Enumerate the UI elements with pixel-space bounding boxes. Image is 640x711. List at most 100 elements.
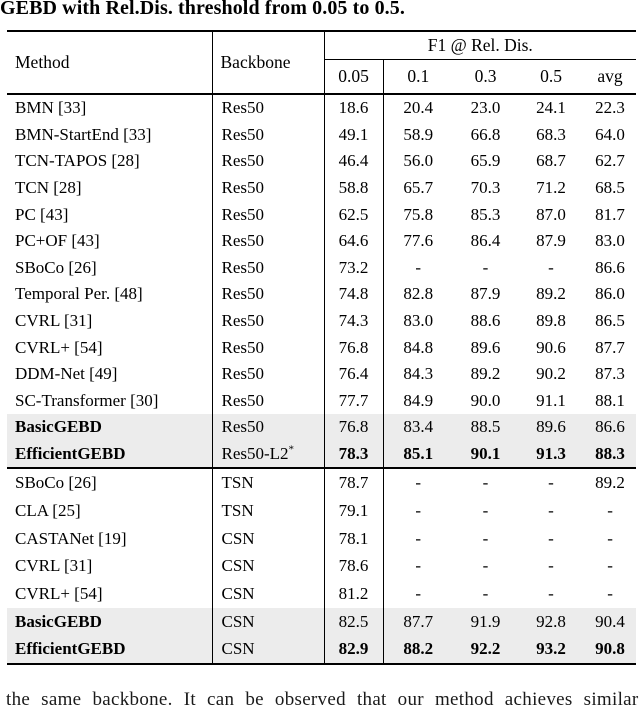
- value-cell-avg: 68.5: [595, 178, 625, 198]
- method-cell: SBoCo [26]: [7, 254, 213, 282]
- value-cell-0.05: 78.7: [324, 467, 384, 497]
- backbone-cell: CSN: [212, 524, 325, 553]
- method-cell: CVRL+ [54]: [7, 580, 213, 608]
- value-cell-avg: 87.7: [595, 337, 625, 357]
- value-cell-0.5: 91.3: [518, 440, 584, 469]
- backbone-cell: Res50: [212, 94, 325, 122]
- backbone-cell: TSN: [212, 497, 325, 525]
- value-cell-0.5: 68.7: [536, 151, 566, 171]
- value-cell-0.1: 82.8: [403, 284, 434, 304]
- value-cell-0.1: -: [383, 467, 453, 497]
- backbone-cell: CSN: [212, 580, 325, 608]
- table-row: TCN [28] Res50 58.8 65.7 70.3 71.2 68.5: [7, 174, 636, 202]
- table-row: BasicGEBD Res50 76.8 83.4 88.5 89.6 86.6: [7, 414, 637, 441]
- value-cell-0.5: -: [548, 556, 554, 576]
- column-header-avg: avg: [597, 66, 623, 86]
- value-cell-0.5: -: [548, 500, 554, 520]
- method-cell: PC [43]: [7, 201, 213, 228]
- value-cell-0.3: -: [482, 528, 489, 548]
- value-cell-0.05: 64.6: [324, 227, 384, 255]
- method-cell: CVRL [31]: [7, 307, 213, 335]
- value-cell-0.5: 89.8: [536, 311, 566, 331]
- method-cell: CLA [25]: [7, 497, 213, 525]
- value-cell-0.1: 85.1: [383, 440, 453, 469]
- value-cell-0.05: 82.9: [324, 635, 384, 665]
- value-cell-0.05: 78.1: [324, 524, 384, 553]
- value-cell-0.05: 74.8: [324, 281, 384, 308]
- value-cell-avg: 90.8: [584, 635, 637, 665]
- value-cell-0.05: 62.5: [324, 201, 384, 228]
- value-cell-0.3: -: [482, 556, 489, 576]
- value-cell-0.05: 76.8: [324, 414, 384, 441]
- value-cell-0.5: 93.2: [518, 635, 584, 665]
- backbone-cell: CSN: [212, 635, 325, 665]
- value-cell-0.1: 84.8: [403, 337, 434, 357]
- value-cell-0.5: 89.2: [536, 284, 566, 304]
- backbone-cell: CSN: [212, 552, 325, 581]
- value-cell-0.1: 58.9: [403, 124, 434, 144]
- backbone-cell: CSN: [212, 607, 325, 636]
- value-cell-0.05: 78.6: [324, 552, 384, 581]
- table-row: CVRL [31] Res50 74.3 83.0 88.6 89.8 86.5: [7, 307, 636, 335]
- value-cell-0.1: 87.7: [383, 607, 453, 636]
- backbone-cell: Res50: [212, 360, 325, 388]
- column-group-header-f1: F1 @ Rel. Dis.: [324, 31, 637, 60]
- value-cell-avg: -: [607, 583, 613, 603]
- value-cell-0.1: -: [415, 257, 422, 277]
- value-cell-0.05: 78.3: [324, 440, 384, 469]
- value-cell-avg: 88.3: [584, 440, 637, 469]
- value-cell-avg: 22.3: [595, 98, 625, 118]
- value-cell-0.5: 71.2: [536, 178, 566, 198]
- value-cell-avg: 86.6: [584, 414, 637, 441]
- backbone-cell: Res50: [212, 387, 325, 415]
- value-cell-avg: 90.4: [584, 607, 637, 636]
- method-cell: CASTANet [19]: [7, 524, 213, 553]
- value-cell-0.5: 87.9: [536, 231, 566, 251]
- column-header-0.1: 0.1: [407, 66, 430, 86]
- value-cell-0.1: -: [415, 528, 422, 548]
- column-header-backbone: Backbone: [212, 31, 325, 94]
- value-cell-0.05: 76.4: [324, 360, 384, 388]
- column-header-0.3: 0.3: [474, 66, 497, 86]
- backbone-cell: Res50: [212, 307, 325, 335]
- method-cell: BasicGEBD: [7, 414, 213, 441]
- value-cell-0.05: 18.6: [324, 94, 384, 122]
- value-cell-0.3: 23.0: [470, 98, 501, 118]
- method-cell: BasicGEBD: [7, 607, 213, 636]
- backbone-superscript: *: [288, 443, 295, 456]
- value-cell-avg: 88.1: [595, 390, 625, 410]
- value-cell-0.3: -: [453, 467, 518, 497]
- backbone-cell: Res50: [212, 281, 325, 308]
- table-row: SBoCo [26] Res50 73.2 - - - 86.6: [7, 254, 636, 282]
- table-section-res50: BMN [33] Res50 18.6 20.4 23.0 24.1 22.3 …: [7, 94, 637, 469]
- value-cell-0.5: 24.1: [536, 98, 566, 118]
- clipped-body-text: the same backbone. It can be observed th…: [6, 689, 639, 710]
- value-cell-0.3: 90.1: [453, 440, 518, 469]
- value-cell-0.05: 74.3: [324, 307, 384, 335]
- value-cell-0.05: 77.7: [324, 387, 384, 415]
- value-cell-0.05: 46.4: [324, 148, 384, 175]
- value-cell-0.05: 76.8: [324, 334, 384, 361]
- value-cell-0.1: -: [415, 500, 422, 520]
- results-table: Method Backbone F1 @ Rel. Dis. 0.05 0.1 …: [7, 30, 637, 666]
- value-cell-0.5: -: [548, 528, 554, 548]
- value-cell-0.3: -: [482, 583, 489, 603]
- table-caption: GEBD with Rel.Dis. threshold from 0.05 t…: [0, 0, 405, 19]
- method-cell: BMN-StartEnd [33]: [7, 121, 213, 149]
- method-cell: PC+OF [43]: [7, 227, 213, 255]
- value-cell-avg: 64.0: [595, 124, 625, 144]
- table-row: CVRL [31] CSN 78.6 - - - -: [7, 552, 636, 581]
- value-cell-avg: 86.0: [595, 284, 625, 304]
- value-cell-0.1: 83.4: [383, 414, 453, 441]
- method-cell: BMN [33]: [7, 94, 213, 122]
- value-cell-avg: 86.5: [595, 311, 625, 331]
- method-cell: Temporal Per. [48]: [7, 281, 213, 308]
- value-cell-0.3: 90.0: [470, 390, 501, 410]
- method-cell: SBoCo [26]: [7, 467, 213, 497]
- value-cell-avg: 81.7: [595, 204, 625, 224]
- value-cell-0.1: -: [415, 583, 422, 603]
- method-cell: DDM-Net [49]: [7, 360, 213, 388]
- value-cell-0.1: 65.7: [403, 178, 434, 198]
- table-section-tsn-csn: SBoCo [26] TSN 78.7 - - - 89.2 CLA [25] …: [7, 467, 637, 665]
- table-row: SC-Transformer [30] Res50 77.7 84.9 90.0…: [7, 387, 636, 415]
